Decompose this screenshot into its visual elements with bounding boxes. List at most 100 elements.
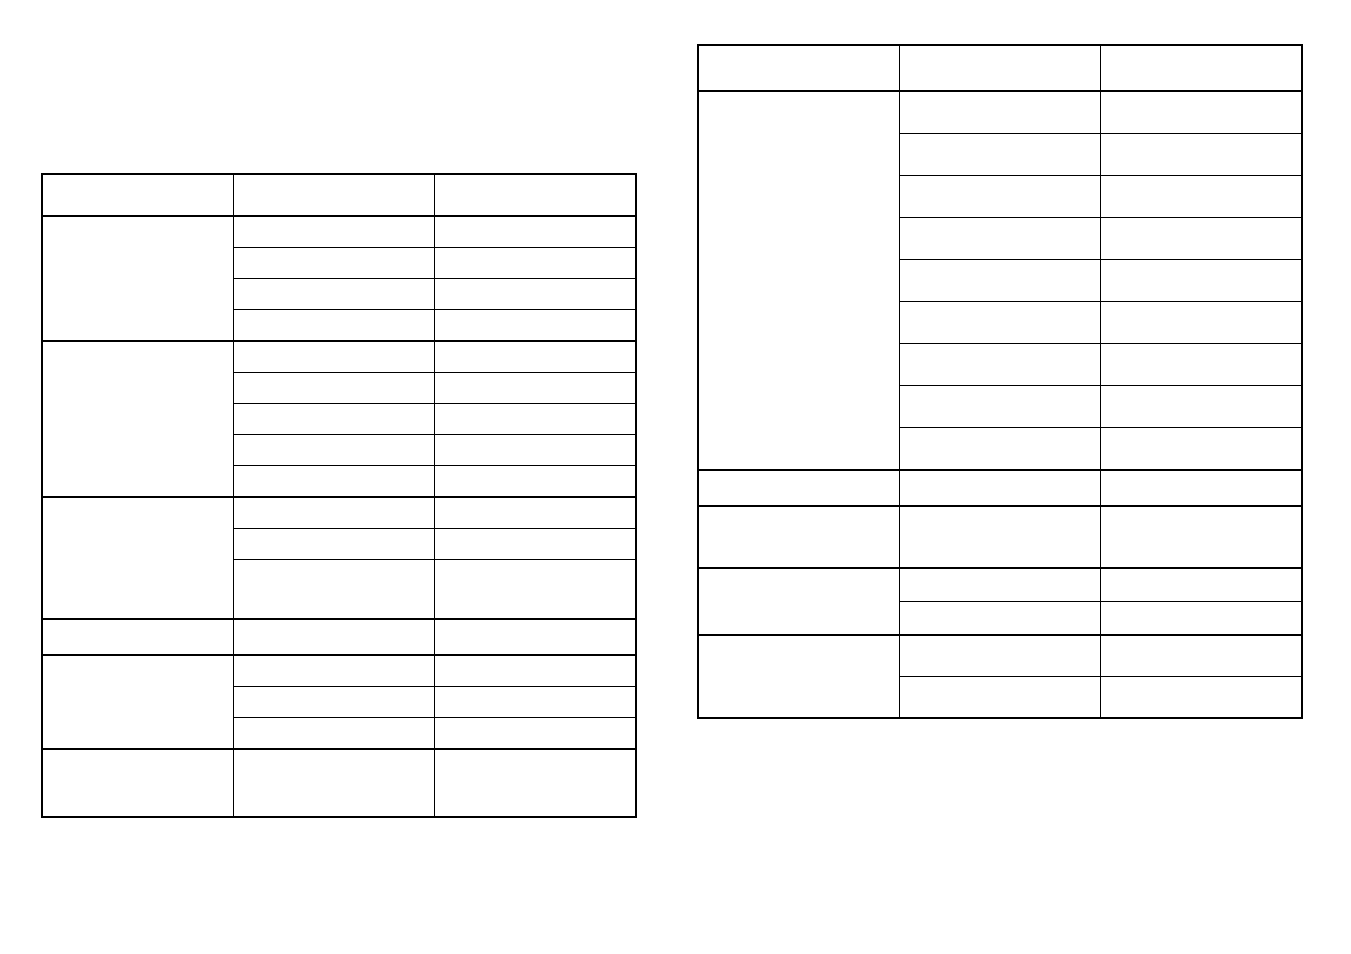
left-table-cell: [234, 373, 435, 404]
right-table: [697, 44, 1303, 719]
right-table-cell-content: [900, 218, 1100, 259]
right-table-cell-content: [1101, 344, 1301, 385]
left-table-cell-content: [234, 529, 434, 559]
left-table-cell: [234, 435, 435, 466]
left-table-cell: [234, 619, 435, 655]
left-table-cell: [234, 279, 435, 310]
left-table-cell: [435, 310, 637, 342]
left-table-cell: [435, 404, 637, 435]
left-table-cell-content: [234, 498, 434, 528]
right-table-cell-content: [900, 602, 1100, 634]
right-table-cell-content: [900, 471, 1100, 505]
right-table-cell-content: [1101, 260, 1301, 301]
left-table-row: [42, 749, 636, 817]
right-table-cell: [1101, 134, 1303, 176]
left-table-row: [42, 216, 636, 248]
right-table-cell: [900, 260, 1101, 302]
left-table-cell-content: [234, 750, 434, 816]
right-table-cell-content: [1101, 636, 1301, 676]
left-table-header-cell: [435, 174, 637, 216]
right-table-cell: [900, 506, 1101, 568]
left-table-cell-content: [234, 342, 434, 372]
left-table-cell: [42, 655, 234, 749]
left-table-cell: [435, 497, 637, 529]
left-table-cell-content: [435, 529, 635, 559]
right-table-cell-content: [1101, 92, 1301, 133]
left-table-cell-content: [435, 435, 635, 465]
left-table-cell: [234, 655, 435, 687]
left-table-cell-content: [435, 656, 635, 686]
right-table-cell-content: [900, 344, 1100, 385]
right-table-cell: [698, 470, 900, 506]
right-table-cell: [900, 428, 1101, 471]
right-table-header-cell: [698, 45, 900, 91]
left-table-cell-content: [234, 687, 434, 717]
left-table-cell-content: [435, 687, 635, 717]
right-table-row: [698, 470, 1302, 506]
right-table-cell-content: [900, 176, 1100, 217]
left-table-header-cell: [234, 174, 435, 216]
left-table-cell-content: [234, 310, 434, 340]
right-table-row: [698, 635, 1302, 677]
right-table-cell-content: [900, 260, 1100, 301]
right-table-cell: [1101, 218, 1303, 260]
left-table-cell: [234, 749, 435, 817]
right-table-cell-content: [900, 507, 1100, 567]
right-table-cell: [1101, 302, 1303, 344]
right-table-cell: [900, 635, 1101, 677]
right-table-cell-content: [900, 569, 1100, 601]
right-table-header-cell-content: [699, 46, 899, 90]
right-table-header-cell-content: [1101, 46, 1301, 90]
right-table-cell: [1101, 470, 1303, 506]
left-table-cell: [42, 619, 234, 655]
left-table-cell-content: [234, 217, 434, 247]
left-table-cell-content: [234, 718, 434, 748]
right-table-cell-content: [900, 386, 1100, 427]
right-table-cell: [698, 568, 900, 635]
left-table-cell: [234, 529, 435, 560]
left-table-cell: [435, 373, 637, 404]
left-table-cell: [435, 435, 637, 466]
left-table-cell: [234, 560, 435, 620]
left-table-cell: [435, 466, 637, 498]
right-table-cell: [1101, 176, 1303, 218]
left-table-cell-content: [234, 435, 434, 465]
left-table-cell: [435, 248, 637, 279]
left-table-header-cell-content: [435, 175, 635, 215]
left-table-cell: [435, 560, 637, 620]
right-table-row: [698, 506, 1302, 568]
right-table-cell: [900, 470, 1101, 506]
right-table-cell: [1101, 568, 1303, 602]
right-table-cell-content: [1101, 218, 1301, 259]
left-table-cell: [234, 248, 435, 279]
left-table-row: [42, 341, 636, 373]
right-table-header-row: [698, 45, 1302, 91]
right-table-row: [698, 568, 1302, 602]
left-table-cell: [435, 216, 637, 248]
right-table-cell: [900, 677, 1101, 719]
left-table-cell-content: [435, 217, 635, 247]
left-table-cell-content: [435, 373, 635, 403]
right-table-cell: [1101, 260, 1303, 302]
left-table-cell: [435, 279, 637, 310]
left-table-header-cell-content: [234, 175, 434, 215]
left-table-cell-content: [435, 466, 635, 496]
right-table-cell-content: [900, 677, 1100, 717]
left-table: [41, 173, 637, 818]
right-table-cell: [900, 134, 1101, 176]
left-table-cell: [435, 655, 637, 687]
right-table-cell: [698, 635, 900, 718]
right-table-header-cell: [1101, 45, 1303, 91]
right-table-cell-content: [1101, 386, 1301, 427]
left-table-cell-content: [234, 620, 434, 654]
left-table-cell-content: [435, 560, 635, 618]
right-table-cell: [1101, 91, 1303, 134]
left-table-cell: [42, 749, 234, 817]
right-table-cell: [1101, 386, 1303, 428]
left-table-cell-content: [435, 404, 635, 434]
left-table-header-cell: [42, 174, 234, 216]
right-table-cell-content: [900, 636, 1100, 676]
left-table-cell: [435, 687, 637, 718]
right-table-cell: [900, 344, 1101, 386]
right-table-cell: [698, 506, 900, 568]
